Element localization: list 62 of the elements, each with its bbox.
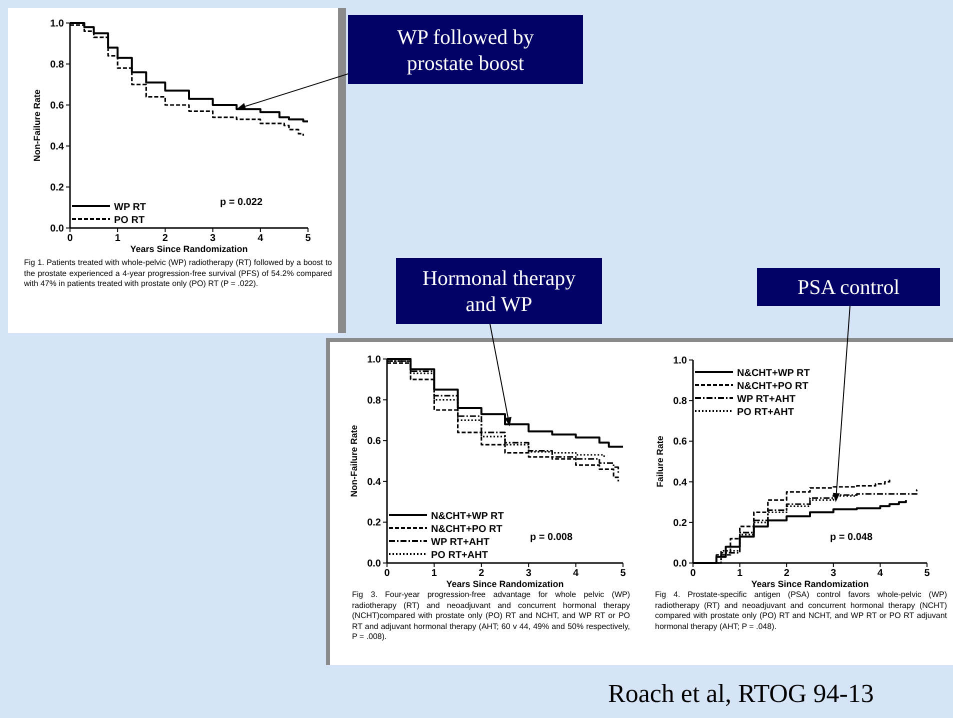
annotation: WP followed by prostate boost <box>348 15 583 84</box>
x-axis-title: Years Since Randomization <box>130 244 248 254</box>
y-tick-label: 0.0 <box>50 224 64 234</box>
y-tick-label: 1.0 <box>50 18 64 30</box>
y-tick-label: 0.2 <box>50 182 64 194</box>
x-tick-label: 4 <box>877 568 884 579</box>
x-tick-label: 0 <box>690 568 696 579</box>
y-axis-title: Non-Failure Rate <box>32 89 42 162</box>
y-tick-label: 0.6 <box>50 100 64 112</box>
x-tick-label: 2 <box>162 233 168 244</box>
x-tick-label: 1 <box>431 568 438 579</box>
x-tick-label: 2 <box>784 568 790 579</box>
x-tick-label: 3 <box>526 568 532 579</box>
legend-label: N&CHT+PO RT <box>737 381 808 392</box>
y-tick-label: 0.4 <box>367 476 382 488</box>
y-tick-label: 0.0 <box>673 558 688 570</box>
legend-label: WP RT <box>114 202 146 213</box>
x-tick-label: 1 <box>737 568 744 579</box>
legend-label: PO RT+AHT <box>737 407 794 418</box>
y-tick-label: 0.8 <box>367 395 382 406</box>
y-axis-title: Failure Rate <box>655 436 665 488</box>
y-tick-label: 0.6 <box>673 436 688 448</box>
x-tick-label: 3 <box>210 233 216 244</box>
caption: Fig 4. Prostate-specific antigen (PSA) control favors whole-pelvic (WP) radiotherapy (RT) and neoadjuvant and concurrent hormonal therapy (NCHT) compared with prostate only (PO) RT and NCHT, and WP RT or PO RT adjuvant hormonal therapy (AHT; P = .048). <box>655 590 947 632</box>
x-axis-title: Years Since Randomization <box>446 579 564 589</box>
x-axis-title: Years Since Randomization <box>751 579 869 589</box>
legend-label: WP RT+AHT <box>431 537 490 548</box>
x-tick-label: 4 <box>573 568 580 579</box>
x-tick-label: 3 <box>830 568 837 579</box>
y-tick-label: 1.0 <box>367 354 382 366</box>
legend-label: WP RT+AHT <box>737 394 796 405</box>
caption: Fig 1. Patients treated with whole-pelvic (WP) radiotherapy (RT) followed by a boost to the prostate experienced a 4-year progression-free survival (PFS) of 54.2% compared with 47% in patients treated with prostate only (PO) RT (P = .022). <box>24 258 332 290</box>
y-tick-label: 0.2 <box>673 518 688 529</box>
y-axis-title: Non-Failure Rate <box>349 424 359 498</box>
y-tick-label: 0.0 <box>367 558 382 570</box>
y-tick-label: 0.4 <box>50 142 64 152</box>
x-tick-label: 1 <box>114 233 121 244</box>
x-tick-label: 0 <box>384 568 390 579</box>
legend-label: PO RT <box>114 215 145 226</box>
x-tick-label: 5 <box>924 568 930 579</box>
x-tick-label: 5 <box>620 568 626 579</box>
caption: Fig 3. Four-year progression-free advantage for whole pelvic (WP) radiotherapy (RT) and neoadjuvant and concurrent hormonal therapy (NCHT)compared with prostate only (PO) RT and NCHT, and WP RT or PO RT and adjuvant hormonal therapy (AHT; 60 v 44, 49% and 50% respectively, P = .008). <box>352 590 630 642</box>
x-tick-label: 0 <box>67 233 74 244</box>
legend-label: N&CHT+WP RT <box>737 368 810 379</box>
legend-label: PO RT+AHT <box>431 550 488 561</box>
annotation: p = 0.048 <box>830 532 873 543</box>
x-tick-label: 5 <box>305 233 312 244</box>
y-tick-label: 0.8 <box>50 60 64 70</box>
annotation: p = 0.008 <box>530 532 573 543</box>
x-tick-label: 4 <box>258 233 264 244</box>
x-tick-label: 2 <box>478 568 485 579</box>
text: Roach et al, RTOG 94-13 <box>608 679 874 708</box>
annotation: PSA control <box>757 268 940 306</box>
y-tick-label: 1.0 <box>673 356 688 366</box>
y-tick-label: 0.2 <box>367 518 382 529</box>
y-tick-label: 0.8 <box>673 396 688 408</box>
y-tick-label: 0.4 <box>673 477 688 488</box>
annotation: Hormonal therapy and WP <box>396 258 602 324</box>
legend-label: N&CHT+WP RT <box>431 511 504 522</box>
legend-label: N&CHT+PO RT <box>431 524 502 535</box>
y-tick-label: 0.6 <box>367 436 382 448</box>
annotation: p = 0.022 <box>220 197 263 208</box>
